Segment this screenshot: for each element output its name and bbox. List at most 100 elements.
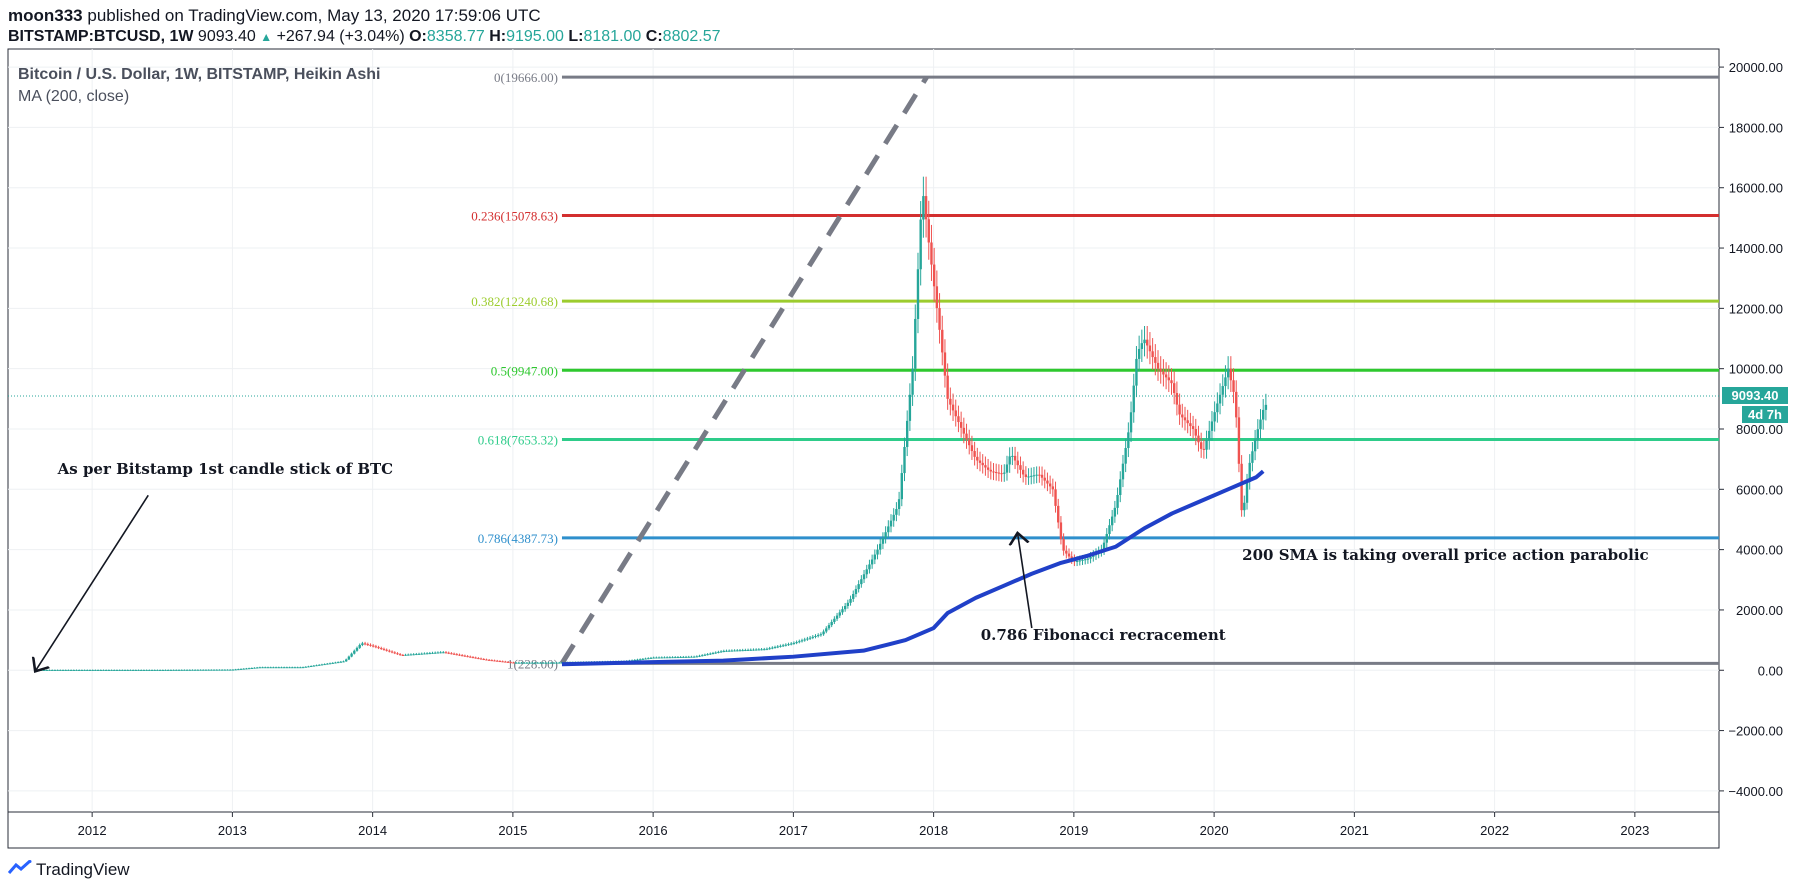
candle-body — [129, 669, 132, 671]
candle-body — [1067, 553, 1071, 557]
candle-body — [326, 663, 329, 665]
x-tick-label: 2015 — [498, 823, 527, 838]
y-tick-label: 4000.00 — [1736, 543, 1783, 558]
candle-body — [932, 264, 936, 287]
y-tick-label: 20000.00 — [1729, 60, 1783, 75]
x-tick-label: 2012 — [78, 823, 107, 838]
tradingview-footer[interactable]: TradingView — [7, 859, 130, 881]
candle-body — [134, 669, 138, 671]
candle-body — [99, 669, 102, 671]
candle-body — [1237, 417, 1241, 464]
candle-body — [520, 662, 523, 664]
candle-body — [471, 657, 475, 659]
x-tick-label: 2020 — [1200, 823, 1229, 838]
ohlc-line: BITSTAMP:BTCUSD, 1W 9093.40 ▲ +267.94 (+… — [8, 28, 721, 46]
candle-body — [307, 666, 310, 668]
candle-body — [53, 669, 57, 671]
candle-body — [517, 662, 521, 664]
candle-body — [1181, 414, 1184, 418]
candle-body — [1078, 560, 1082, 562]
candle-body — [531, 662, 534, 664]
candle-body — [727, 650, 731, 652]
candle-body — [439, 652, 442, 654]
candle-body — [407, 654, 410, 656]
indicator-legend[interactable]: MA (200, close) — [18, 88, 130, 105]
candle-body — [293, 667, 297, 669]
y-tick-label: 10000.00 — [1729, 362, 1783, 377]
candle-body — [1262, 409, 1265, 420]
candle-body — [825, 628, 828, 632]
candle-body — [161, 669, 165, 671]
candle-body — [773, 647, 777, 649]
fib-level-label: 0.618(7653.32) — [478, 432, 558, 447]
candle-body — [487, 659, 491, 661]
candle-body — [962, 427, 966, 434]
candle-body — [506, 661, 510, 663]
candle-body — [334, 662, 337, 664]
candle-body — [140, 669, 143, 671]
candle-body — [830, 621, 833, 626]
candle-body — [860, 579, 863, 585]
candle-body — [895, 509, 898, 515]
candle-body — [126, 669, 129, 671]
open-value: 8358.77 — [426, 28, 485, 45]
symbol-label: BITSTAMP:BTCUSD, 1W — [8, 28, 194, 45]
candle-body — [1032, 475, 1036, 477]
candle-body — [1021, 469, 1025, 475]
candle-body — [61, 669, 65, 671]
candle-body — [455, 654, 458, 656]
candle-body — [722, 650, 725, 652]
candle-body — [1092, 555, 1095, 557]
author-name[interactable]: moon333 — [8, 6, 83, 25]
candle-body — [908, 394, 912, 421]
candle-body — [849, 598, 852, 603]
candle-body — [496, 660, 499, 662]
candle-body — [401, 655, 405, 657]
candle-body — [204, 669, 208, 671]
chart-frame — [7, 48, 1720, 849]
y-tick-label: −4000.00 — [1728, 784, 1783, 799]
candle-body — [264, 667, 267, 669]
candle-body — [247, 668, 251, 670]
candle-body — [320, 664, 324, 666]
candle-body — [779, 645, 782, 647]
candle-body — [104, 669, 108, 671]
candle-body — [838, 612, 841, 616]
candle-body — [88, 669, 92, 671]
candle-body — [223, 669, 227, 671]
candle-body — [792, 642, 796, 644]
candle-body — [986, 467, 990, 470]
candle-body — [366, 644, 369, 646]
candle-body — [935, 286, 939, 309]
candle-body — [970, 445, 974, 452]
candle-body — [633, 659, 636, 661]
candle-body — [277, 667, 280, 669]
candle-body — [212, 669, 216, 671]
candle-body — [1008, 456, 1011, 465]
x-tick-label: 2023 — [1620, 823, 1649, 838]
candle-body — [309, 666, 313, 668]
candle-body — [1129, 412, 1133, 433]
close-label: C: — [645, 28, 663, 45]
candle-body — [1197, 435, 1200, 443]
chart-title[interactable]: Bitcoin / U.S. Dollar, 1W, BITSTAMP, Hei… — [18, 66, 381, 83]
candle-body — [949, 398, 952, 405]
candle-body — [1175, 393, 1179, 405]
candle-body — [180, 669, 183, 671]
candle-body — [884, 532, 887, 539]
candle-body — [1210, 421, 1214, 431]
candle-body — [1070, 556, 1073, 560]
candle-body — [984, 465, 987, 468]
candle-body — [67, 669, 70, 671]
candle-body — [1221, 386, 1224, 395]
candle-body — [1016, 460, 1019, 466]
candle-body — [1202, 448, 1206, 450]
candle-body — [1127, 432, 1130, 449]
candle-body — [514, 662, 518, 664]
candle-body — [916, 269, 920, 319]
candle-body — [509, 662, 512, 664]
candle-body — [1170, 380, 1173, 384]
candle-body — [188, 669, 191, 671]
candle-body — [390, 651, 394, 653]
